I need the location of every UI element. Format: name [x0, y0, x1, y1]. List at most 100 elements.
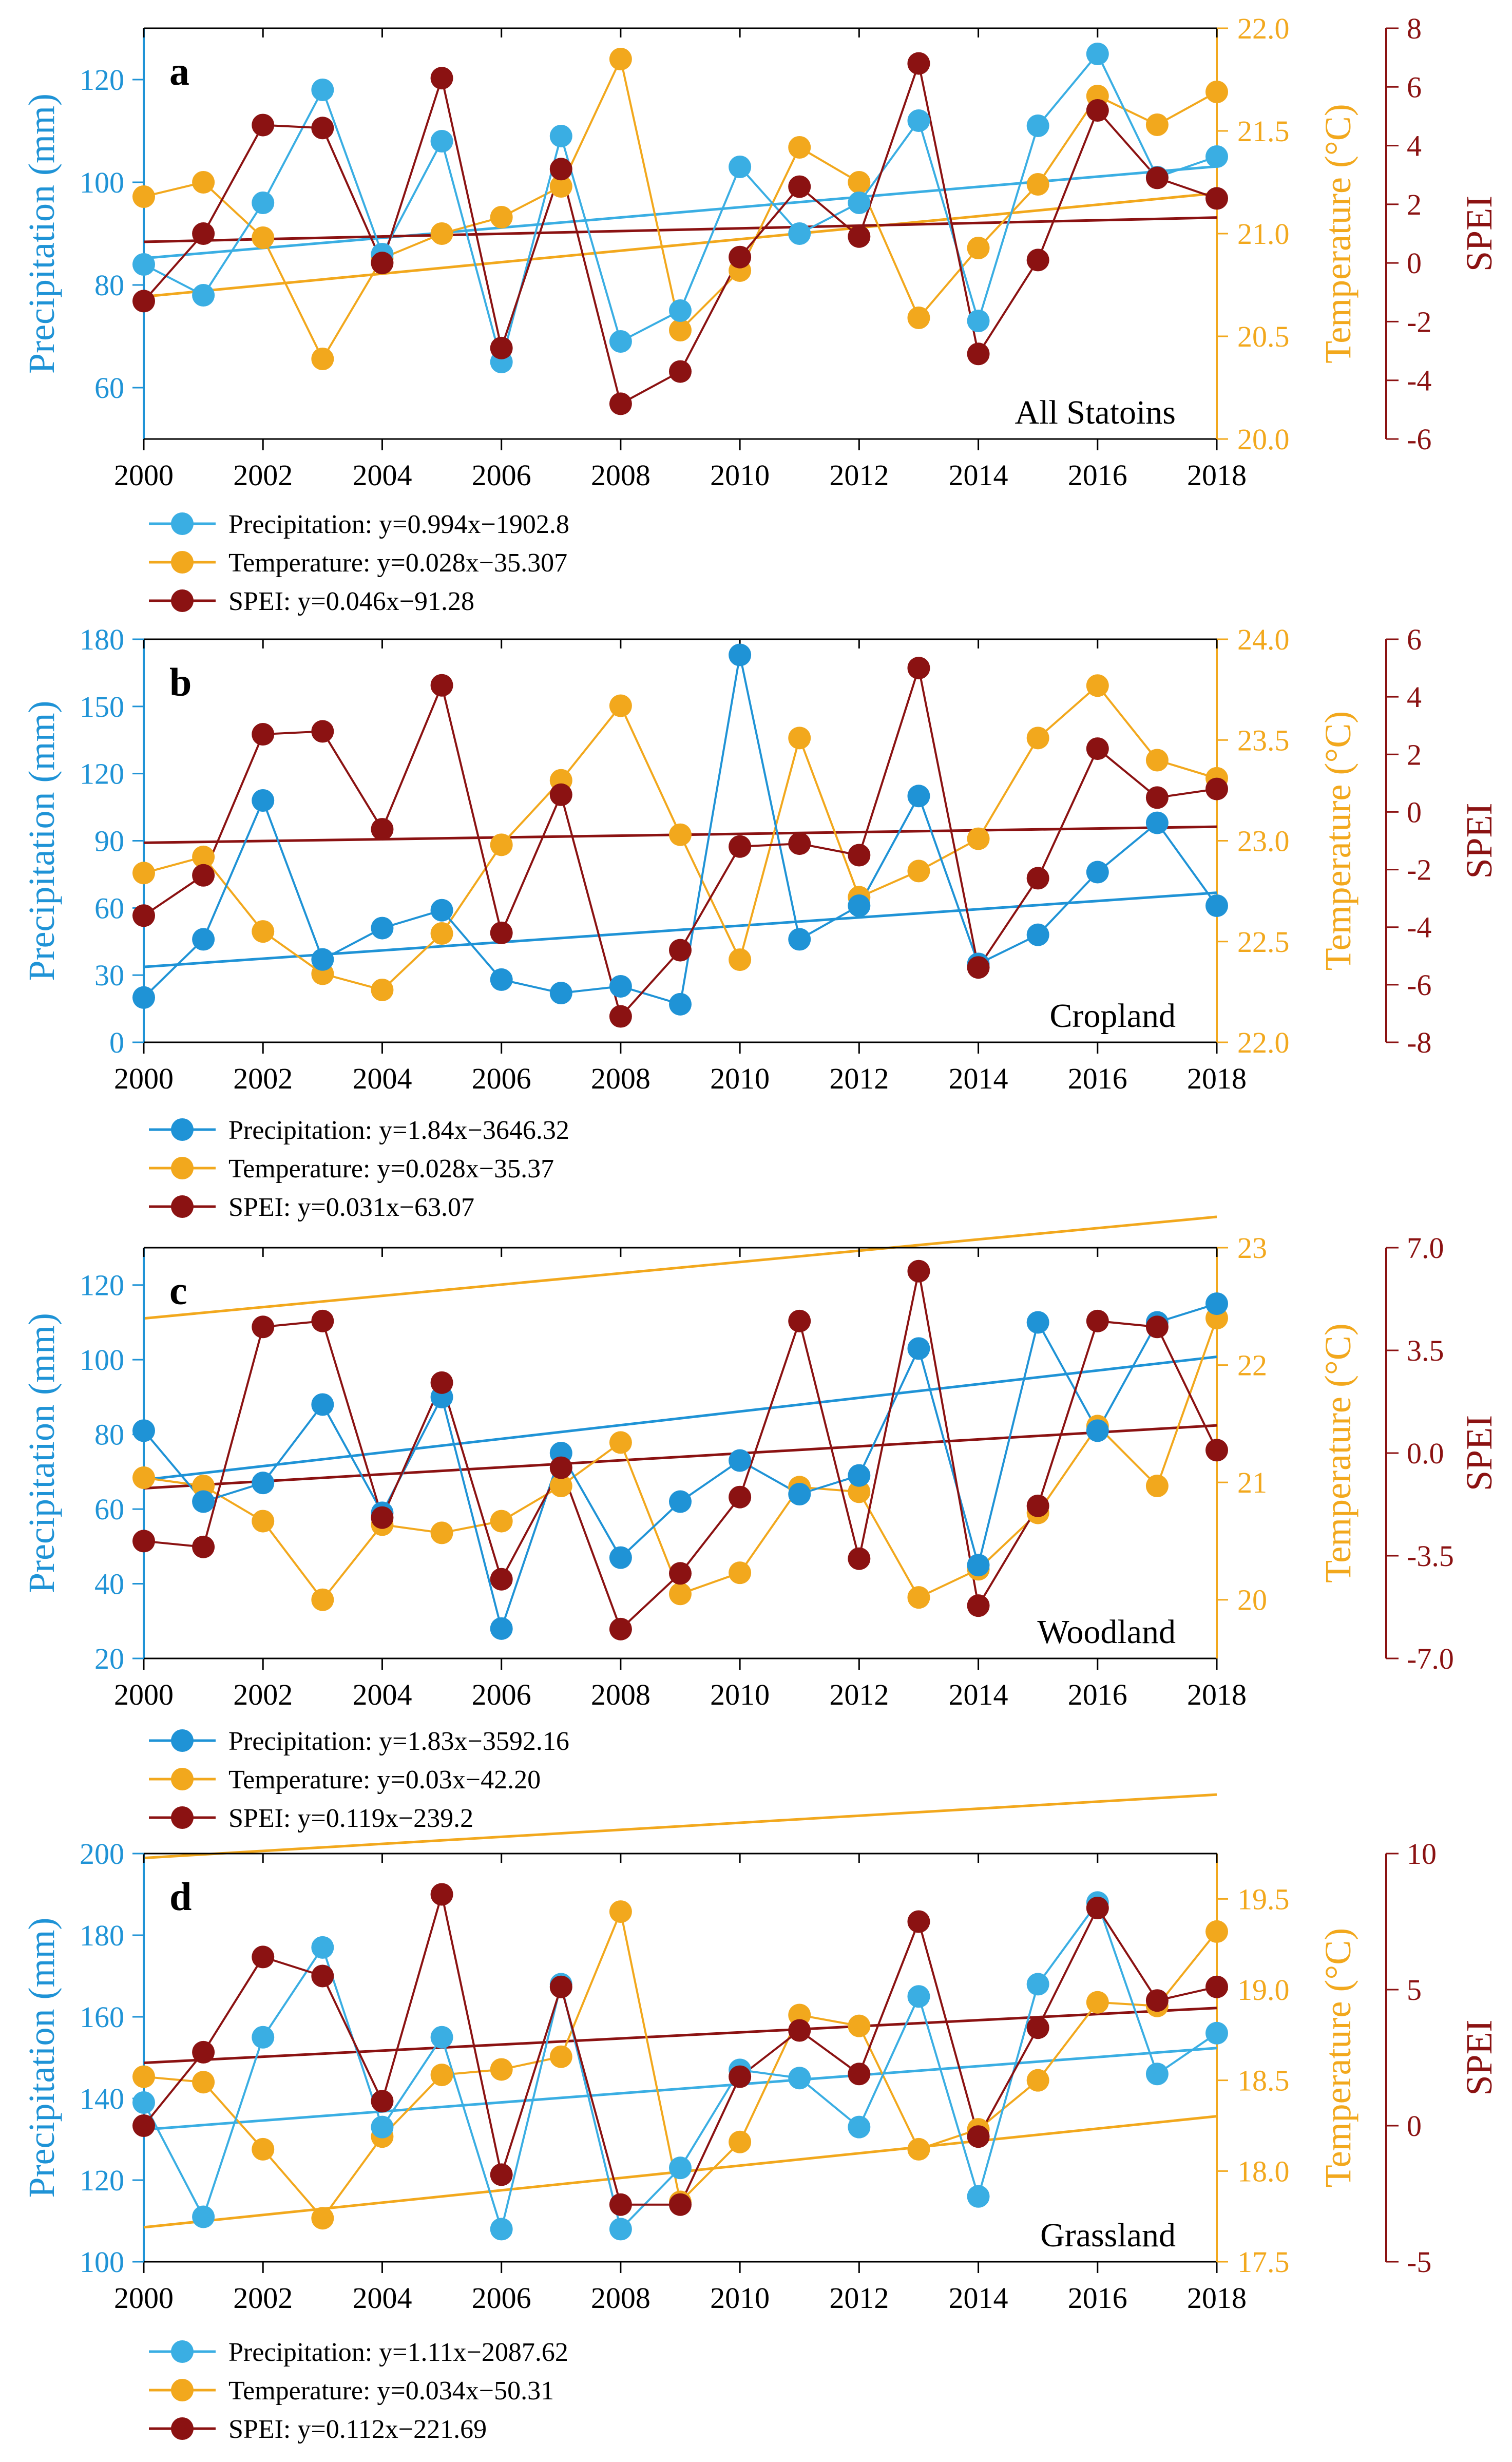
panel-a: 2000 2002 2004 2006 2008 2010 2012 2014 2016 2018… — [21, 12, 1500, 616]
data-point-spei — [132, 904, 155, 927]
x-tick-label: 2016 — [1068, 1062, 1127, 1095]
y3-tick-label: -8 — [1407, 1026, 1431, 1059]
data-point-spei — [609, 2193, 632, 2216]
data-point-precip — [1026, 1973, 1049, 1996]
data-point-spei — [549, 1456, 572, 1479]
data-point-temp — [311, 1588, 334, 1611]
y-tick-label: 30 — [94, 959, 124, 992]
data-point-precip — [311, 948, 334, 971]
data-point-precip — [192, 1490, 215, 1513]
data-point-temp — [549, 2045, 572, 2068]
data-point-temp — [252, 226, 275, 249]
y2-axis-title: Temperature (°C) — [1317, 1323, 1358, 1583]
y3-tick-label: -6 — [1407, 423, 1431, 456]
y3-axis-title: SPEI — [1459, 803, 1500, 879]
data-point-precip — [132, 2091, 155, 2114]
data-point-temp — [907, 2137, 930, 2161]
data-point-temp — [192, 2071, 215, 2094]
y-tick-label: 150 — [80, 690, 124, 723]
y2-axis-title: Temperature (°C) — [1317, 104, 1358, 364]
data-point-precip — [371, 917, 394, 940]
data-point-spei — [729, 1485, 752, 1509]
legend-marker-spei — [171, 589, 194, 612]
data-point-spei — [192, 1535, 215, 1558]
data-point-temp — [430, 222, 453, 245]
x-tick-label: 2006 — [472, 1678, 531, 1711]
data-point-precip — [967, 1554, 990, 1577]
x-tick-label: 2014 — [949, 2281, 1008, 2315]
y2-tick-label: 20.0 — [1237, 423, 1290, 456]
trend-line-precip — [143, 1356, 1217, 1481]
data-point-spei — [549, 158, 572, 181]
x-tick-label: 2018 — [1187, 2281, 1247, 2315]
y2-tick-label: 22.5 — [1237, 925, 1290, 959]
data-point-precip — [252, 192, 275, 214]
data-point-spei — [1086, 1897, 1109, 1919]
data-point-spei — [967, 2125, 990, 2148]
data-point-temp — [430, 1521, 453, 1544]
y3-tick-label: -4 — [1407, 364, 1431, 397]
data-point-temp — [252, 1510, 275, 1533]
x-tick-label: 2008 — [591, 459, 650, 492]
panel-label: c — [169, 1268, 187, 1313]
legend-marker-precip — [171, 2340, 194, 2363]
y3-axis-title: SPEI — [1459, 1415, 1500, 1491]
data-point-precip — [907, 109, 930, 132]
x-tick-label: 2002 — [233, 2281, 293, 2315]
y2-tick-label: 23.0 — [1237, 825, 1290, 858]
x-tick-label: 2014 — [949, 1062, 1008, 1095]
data-point-temp — [729, 2130, 752, 2153]
data-point-spei — [669, 360, 692, 383]
data-point-spei — [1205, 777, 1228, 800]
data-point-precip — [549, 982, 572, 1005]
data-point-spei — [490, 921, 513, 944]
data-point-spei — [669, 939, 692, 962]
data-point-temp — [132, 2065, 155, 2088]
data-point-precip — [1026, 114, 1049, 137]
y-tick-label: 80 — [94, 269, 124, 302]
y3-axis-title: SPEI — [1459, 196, 1500, 272]
data-point-temp — [609, 1431, 632, 1454]
x-tick-label: 2012 — [829, 459, 889, 492]
data-point-temp — [192, 171, 215, 194]
data-point-precip — [192, 928, 215, 951]
data-point-temp — [788, 727, 811, 750]
x-tick-label: 2000 — [114, 1062, 174, 1095]
legend-marker-precip — [171, 1729, 194, 1752]
data-point-precip — [967, 310, 990, 332]
data-point-temp — [132, 862, 155, 885]
x-tick-label: 2008 — [591, 1678, 650, 1711]
data-point-temp — [967, 827, 990, 850]
legend-label-precip: Precipitation: y=1.83x−3592.16 — [228, 1727, 569, 1756]
y-tick-label: 180 — [80, 623, 124, 656]
data-point-spei — [907, 657, 930, 680]
region-label: Grassland — [1040, 2217, 1176, 2254]
y-tick-label: 60 — [94, 371, 124, 405]
data-point-spei — [490, 1568, 513, 1591]
x-tick-label: 2012 — [829, 2281, 889, 2315]
y3-tick-label: 2 — [1407, 188, 1422, 221]
data-point-temp — [311, 2207, 334, 2230]
data-point-precip — [907, 1985, 930, 2008]
data-point-spei — [549, 1975, 572, 1998]
data-point-temp — [669, 319, 692, 341]
data-point-spei — [252, 1315, 275, 1339]
data-point-precip — [729, 643, 752, 666]
data-point-spei — [311, 720, 334, 743]
x-tick-label: 2016 — [1068, 459, 1127, 492]
data-point-precip — [549, 125, 572, 147]
y-tick-label: 60 — [94, 891, 124, 925]
data-point-temp — [907, 860, 930, 883]
data-point-spei — [1145, 166, 1169, 189]
x-tick-label: 2012 — [829, 1062, 889, 1095]
data-point-precip — [192, 2205, 215, 2228]
data-point-spei — [132, 2114, 155, 2137]
data-point-precip — [132, 986, 155, 1009]
data-point-temp — [1145, 1475, 1169, 1497]
data-point-spei — [490, 2163, 513, 2186]
legend-marker-temp — [171, 1768, 194, 1790]
panel-label: a — [169, 49, 189, 93]
region-label: Woodland — [1037, 1613, 1176, 1651]
y3-tick-label: 3.5 — [1407, 1334, 1444, 1367]
legend-marker-precip — [171, 1118, 194, 1141]
